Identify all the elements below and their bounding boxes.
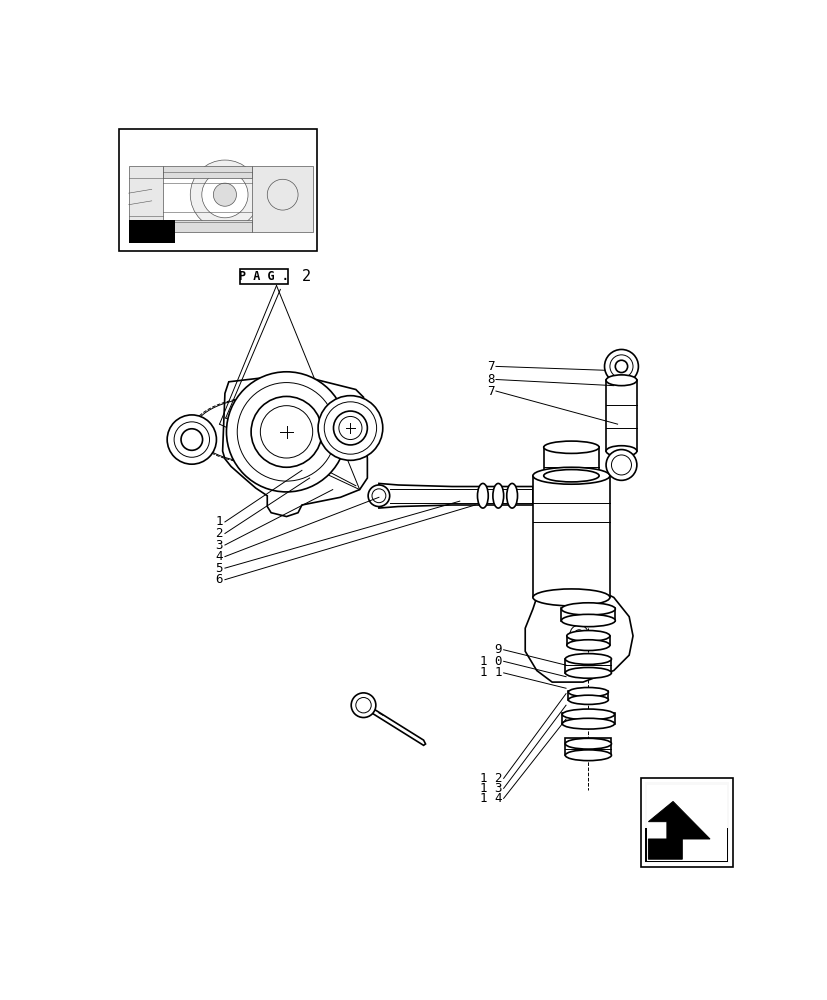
Polygon shape bbox=[524, 582, 633, 682]
Text: 2: 2 bbox=[302, 269, 311, 284]
Polygon shape bbox=[163, 220, 251, 232]
Polygon shape bbox=[372, 708, 425, 745]
Text: 7: 7 bbox=[486, 360, 494, 373]
Circle shape bbox=[267, 179, 298, 210]
Text: 1 3: 1 3 bbox=[479, 782, 501, 795]
Circle shape bbox=[202, 172, 248, 218]
Polygon shape bbox=[652, 801, 724, 855]
Text: 6: 6 bbox=[215, 573, 222, 586]
Ellipse shape bbox=[543, 441, 599, 453]
Bar bbox=[605, 380, 636, 451]
Circle shape bbox=[569, 625, 588, 644]
Bar bbox=[643, 782, 729, 863]
Circle shape bbox=[251, 396, 322, 467]
Circle shape bbox=[605, 450, 636, 480]
Ellipse shape bbox=[477, 483, 488, 508]
Polygon shape bbox=[251, 166, 313, 232]
Ellipse shape bbox=[567, 687, 608, 697]
Polygon shape bbox=[128, 166, 163, 232]
Ellipse shape bbox=[561, 603, 614, 615]
Bar bbox=[561, 608, 614, 620]
Text: 1 1: 1 1 bbox=[479, 666, 501, 679]
Text: 1 0: 1 0 bbox=[479, 655, 501, 668]
Text: 5: 5 bbox=[215, 562, 222, 575]
Text: 3: 3 bbox=[215, 539, 222, 552]
Ellipse shape bbox=[533, 467, 609, 484]
Text: 8: 8 bbox=[486, 373, 494, 386]
Bar bbox=[533, 476, 609, 597]
Ellipse shape bbox=[565, 750, 610, 761]
Bar bbox=[644, 828, 728, 862]
Text: 1: 1 bbox=[215, 515, 222, 528]
Ellipse shape bbox=[561, 614, 614, 627]
Circle shape bbox=[604, 349, 638, 383]
Text: 1 4: 1 4 bbox=[479, 792, 501, 805]
Bar bbox=[565, 738, 610, 755]
Circle shape bbox=[227, 372, 347, 492]
Circle shape bbox=[167, 415, 216, 464]
Circle shape bbox=[371, 489, 385, 503]
Bar bbox=[119, 129, 317, 251]
Ellipse shape bbox=[566, 631, 609, 641]
Circle shape bbox=[181, 429, 203, 450]
Ellipse shape bbox=[533, 589, 609, 606]
Circle shape bbox=[174, 422, 209, 457]
Ellipse shape bbox=[565, 654, 610, 664]
Circle shape bbox=[574, 630, 583, 639]
Bar bbox=[646, 785, 726, 861]
Ellipse shape bbox=[562, 709, 614, 720]
Polygon shape bbox=[648, 801, 710, 859]
Circle shape bbox=[324, 402, 376, 454]
Bar bbox=[543, 447, 599, 476]
Bar bbox=[128, 220, 174, 243]
Circle shape bbox=[260, 406, 313, 458]
Text: 9: 9 bbox=[494, 643, 501, 656]
Text: P A G .: P A G . bbox=[239, 270, 289, 283]
Text: 2: 2 bbox=[215, 527, 222, 540]
Bar bbox=[567, 691, 608, 700]
Bar bbox=[240, 269, 288, 284]
Bar bbox=[565, 659, 610, 673]
Ellipse shape bbox=[567, 695, 608, 704]
Ellipse shape bbox=[506, 483, 517, 508]
Polygon shape bbox=[379, 483, 533, 508]
Ellipse shape bbox=[605, 375, 636, 386]
Circle shape bbox=[318, 396, 382, 460]
Bar bbox=[640, 778, 732, 867]
Text: 4: 4 bbox=[215, 550, 222, 563]
Circle shape bbox=[356, 698, 370, 713]
Ellipse shape bbox=[566, 640, 609, 651]
Bar bbox=[562, 713, 614, 724]
Ellipse shape bbox=[605, 446, 636, 456]
Circle shape bbox=[333, 411, 367, 445]
Bar bbox=[566, 636, 609, 645]
Polygon shape bbox=[222, 374, 367, 517]
Ellipse shape bbox=[565, 667, 610, 678]
Circle shape bbox=[609, 355, 633, 378]
Circle shape bbox=[351, 693, 375, 718]
Circle shape bbox=[190, 160, 259, 229]
Circle shape bbox=[614, 360, 627, 373]
Ellipse shape bbox=[492, 483, 503, 508]
Circle shape bbox=[213, 183, 237, 206]
Circle shape bbox=[338, 416, 361, 440]
Text: 1 2: 1 2 bbox=[479, 772, 501, 785]
Circle shape bbox=[368, 485, 390, 507]
Ellipse shape bbox=[543, 470, 599, 482]
Ellipse shape bbox=[565, 738, 610, 749]
Text: 7: 7 bbox=[486, 385, 494, 398]
Polygon shape bbox=[163, 166, 251, 178]
Ellipse shape bbox=[562, 718, 614, 729]
Circle shape bbox=[237, 383, 336, 481]
Circle shape bbox=[610, 455, 631, 475]
